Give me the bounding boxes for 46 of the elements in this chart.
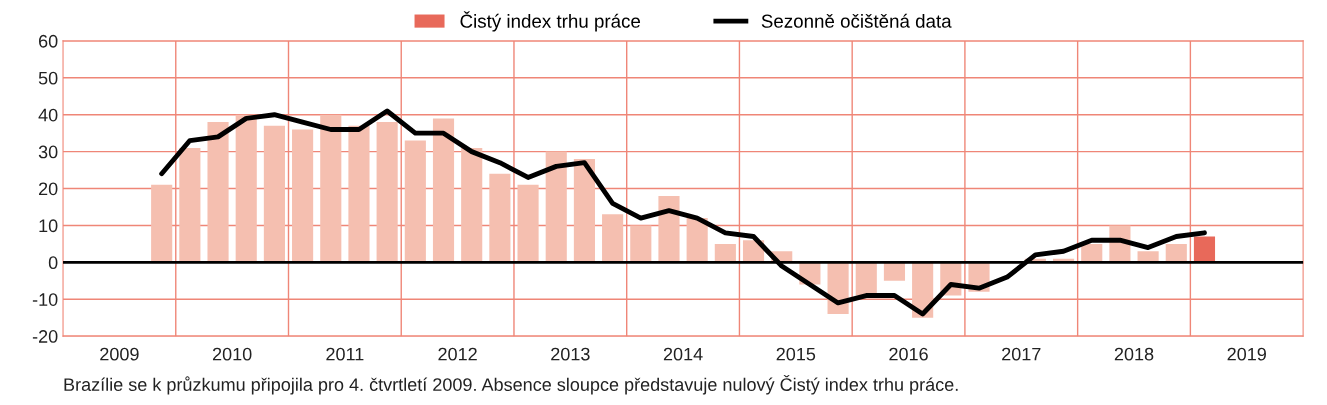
legend-label: Sezonně očištěná data	[761, 13, 952, 28]
bar	[179, 147, 201, 263]
bar	[1165, 243, 1187, 263]
bar	[602, 214, 624, 263]
bar	[630, 225, 652, 263]
bar	[292, 129, 314, 263]
bar	[348, 125, 370, 263]
bar	[461, 147, 483, 263]
bar	[207, 122, 229, 263]
bar	[320, 114, 342, 263]
x-tick-label: 2017	[1002, 347, 1041, 361]
bar	[1137, 251, 1159, 263]
bar	[263, 125, 285, 263]
x-tick-label: 2019	[1227, 347, 1266, 361]
y-tick-label: -10	[32, 293, 58, 306]
bar	[517, 184, 539, 263]
x-tick-label: 2013	[551, 347, 590, 361]
y-tick-label: 30	[38, 145, 58, 159]
bar	[376, 122, 398, 263]
bar	[714, 243, 736, 263]
x-tick-label: 2016	[889, 347, 928, 361]
y-tick-label: 20	[39, 182, 58, 196]
bar	[235, 114, 257, 263]
legend-label: Čistý index trhu práce	[460, 11, 641, 32]
y-tick-label: 60	[39, 34, 58, 48]
x-tick-label: 2010	[212, 347, 252, 361]
x-tick-label: 2011	[326, 347, 364, 361]
bar	[545, 151, 567, 263]
y-tick-label: 50	[38, 71, 58, 85]
bar	[151, 184, 173, 263]
bar	[1193, 236, 1216, 263]
y-tick-label: 10	[39, 219, 58, 233]
y-tick-label: -20	[32, 330, 58, 343]
bar	[686, 218, 708, 263]
x-tick-label: 2012	[438, 347, 477, 361]
x-tick-label: 2018	[1114, 347, 1154, 361]
x-tick-label: 2014	[663, 347, 703, 361]
text: Brazílie se k průzkumu připojila pro 4. čtvrtletí 2009. Absence sloupce představuje nulový Čistý index trhu práce.	[64, 375, 958, 395]
bar	[404, 140, 426, 263]
y-tick-label: 0	[48, 256, 58, 270]
bar	[489, 173, 511, 263]
x-tick-label: 2009	[100, 347, 139, 361]
x-tick-label: 2015	[776, 347, 816, 361]
bar	[573, 159, 595, 263]
y-tick-label: 40	[38, 108, 58, 122]
bar	[432, 118, 455, 263]
